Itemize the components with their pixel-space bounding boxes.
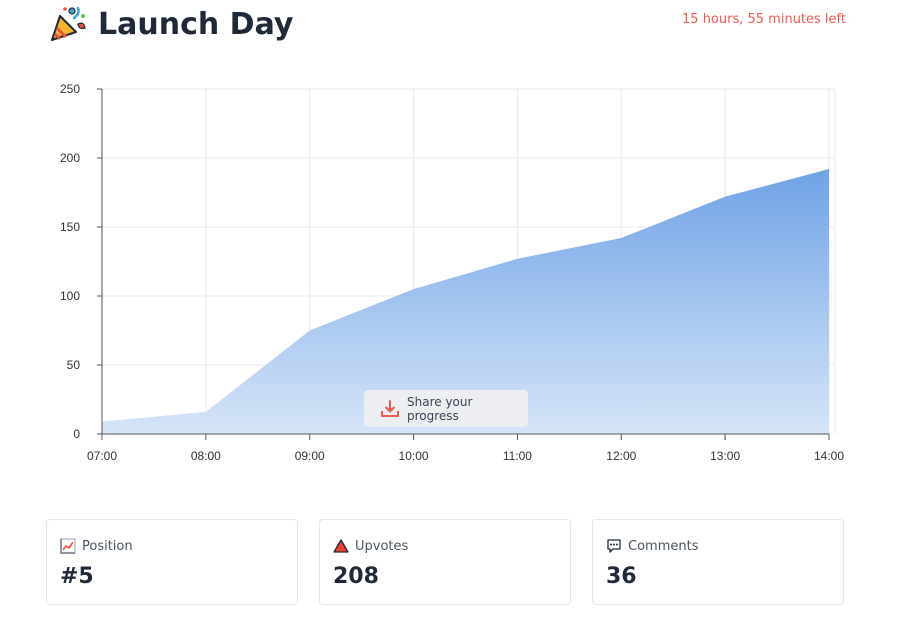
red-triangle-icon xyxy=(333,539,349,553)
x-tick-label: 09:00 xyxy=(295,449,325,463)
x-tick-label: 10:00 xyxy=(399,449,429,463)
stat-value: 36 xyxy=(606,564,637,589)
y-tick-label: 0 xyxy=(73,427,80,441)
stat-value: #5 xyxy=(60,564,94,589)
speech-bubble-icon xyxy=(607,539,621,553)
time-remaining: 15 hours, 55 minutes left xyxy=(682,12,846,27)
chart-increasing-icon xyxy=(60,538,76,554)
y-tick-label: 150 xyxy=(60,220,80,234)
stat-card-upvotes: Upvotes 208 xyxy=(319,519,571,605)
area-series xyxy=(102,169,829,435)
x-tick-label: 08:00 xyxy=(191,449,221,463)
page-title: Launch Day xyxy=(98,6,294,42)
stat-card-comments: Comments 36 xyxy=(592,519,844,605)
party-popper-icon xyxy=(51,6,86,41)
x-tick-label: 12:00 xyxy=(606,449,636,463)
y-tick-label: 250 xyxy=(60,82,80,96)
chart-axes: 0 50 100 150 200 250 07:00 08:00 09:00 10:00 11:00… xyxy=(60,82,844,463)
stat-label: Position xyxy=(82,538,133,554)
y-tick-label: 50 xyxy=(67,358,81,372)
share-progress-label: Share your progress xyxy=(407,394,473,423)
stat-card-position: Position #5 xyxy=(46,519,298,605)
share-progress-button[interactable]: Share your progress xyxy=(364,390,528,427)
x-tick-label: 07:00 xyxy=(87,449,117,463)
y-tick-label: 200 xyxy=(60,151,80,165)
x-tick-label: 13:00 xyxy=(710,449,740,463)
chart-area-layer xyxy=(102,169,829,435)
header: Launch Day xyxy=(48,4,293,44)
x-tick-label: 14:00 xyxy=(814,449,844,463)
download-icon xyxy=(381,399,399,417)
stat-label: Comments xyxy=(628,538,699,554)
y-tick-label: 100 xyxy=(60,289,80,303)
stat-label: Upvotes xyxy=(355,538,409,554)
area-chart: 0 50 100 150 200 250 07:00 08:00 09:00 10:00 11:00… xyxy=(60,82,844,463)
stat-value: 208 xyxy=(333,564,379,589)
x-tick-label: 11:00 xyxy=(503,449,532,463)
